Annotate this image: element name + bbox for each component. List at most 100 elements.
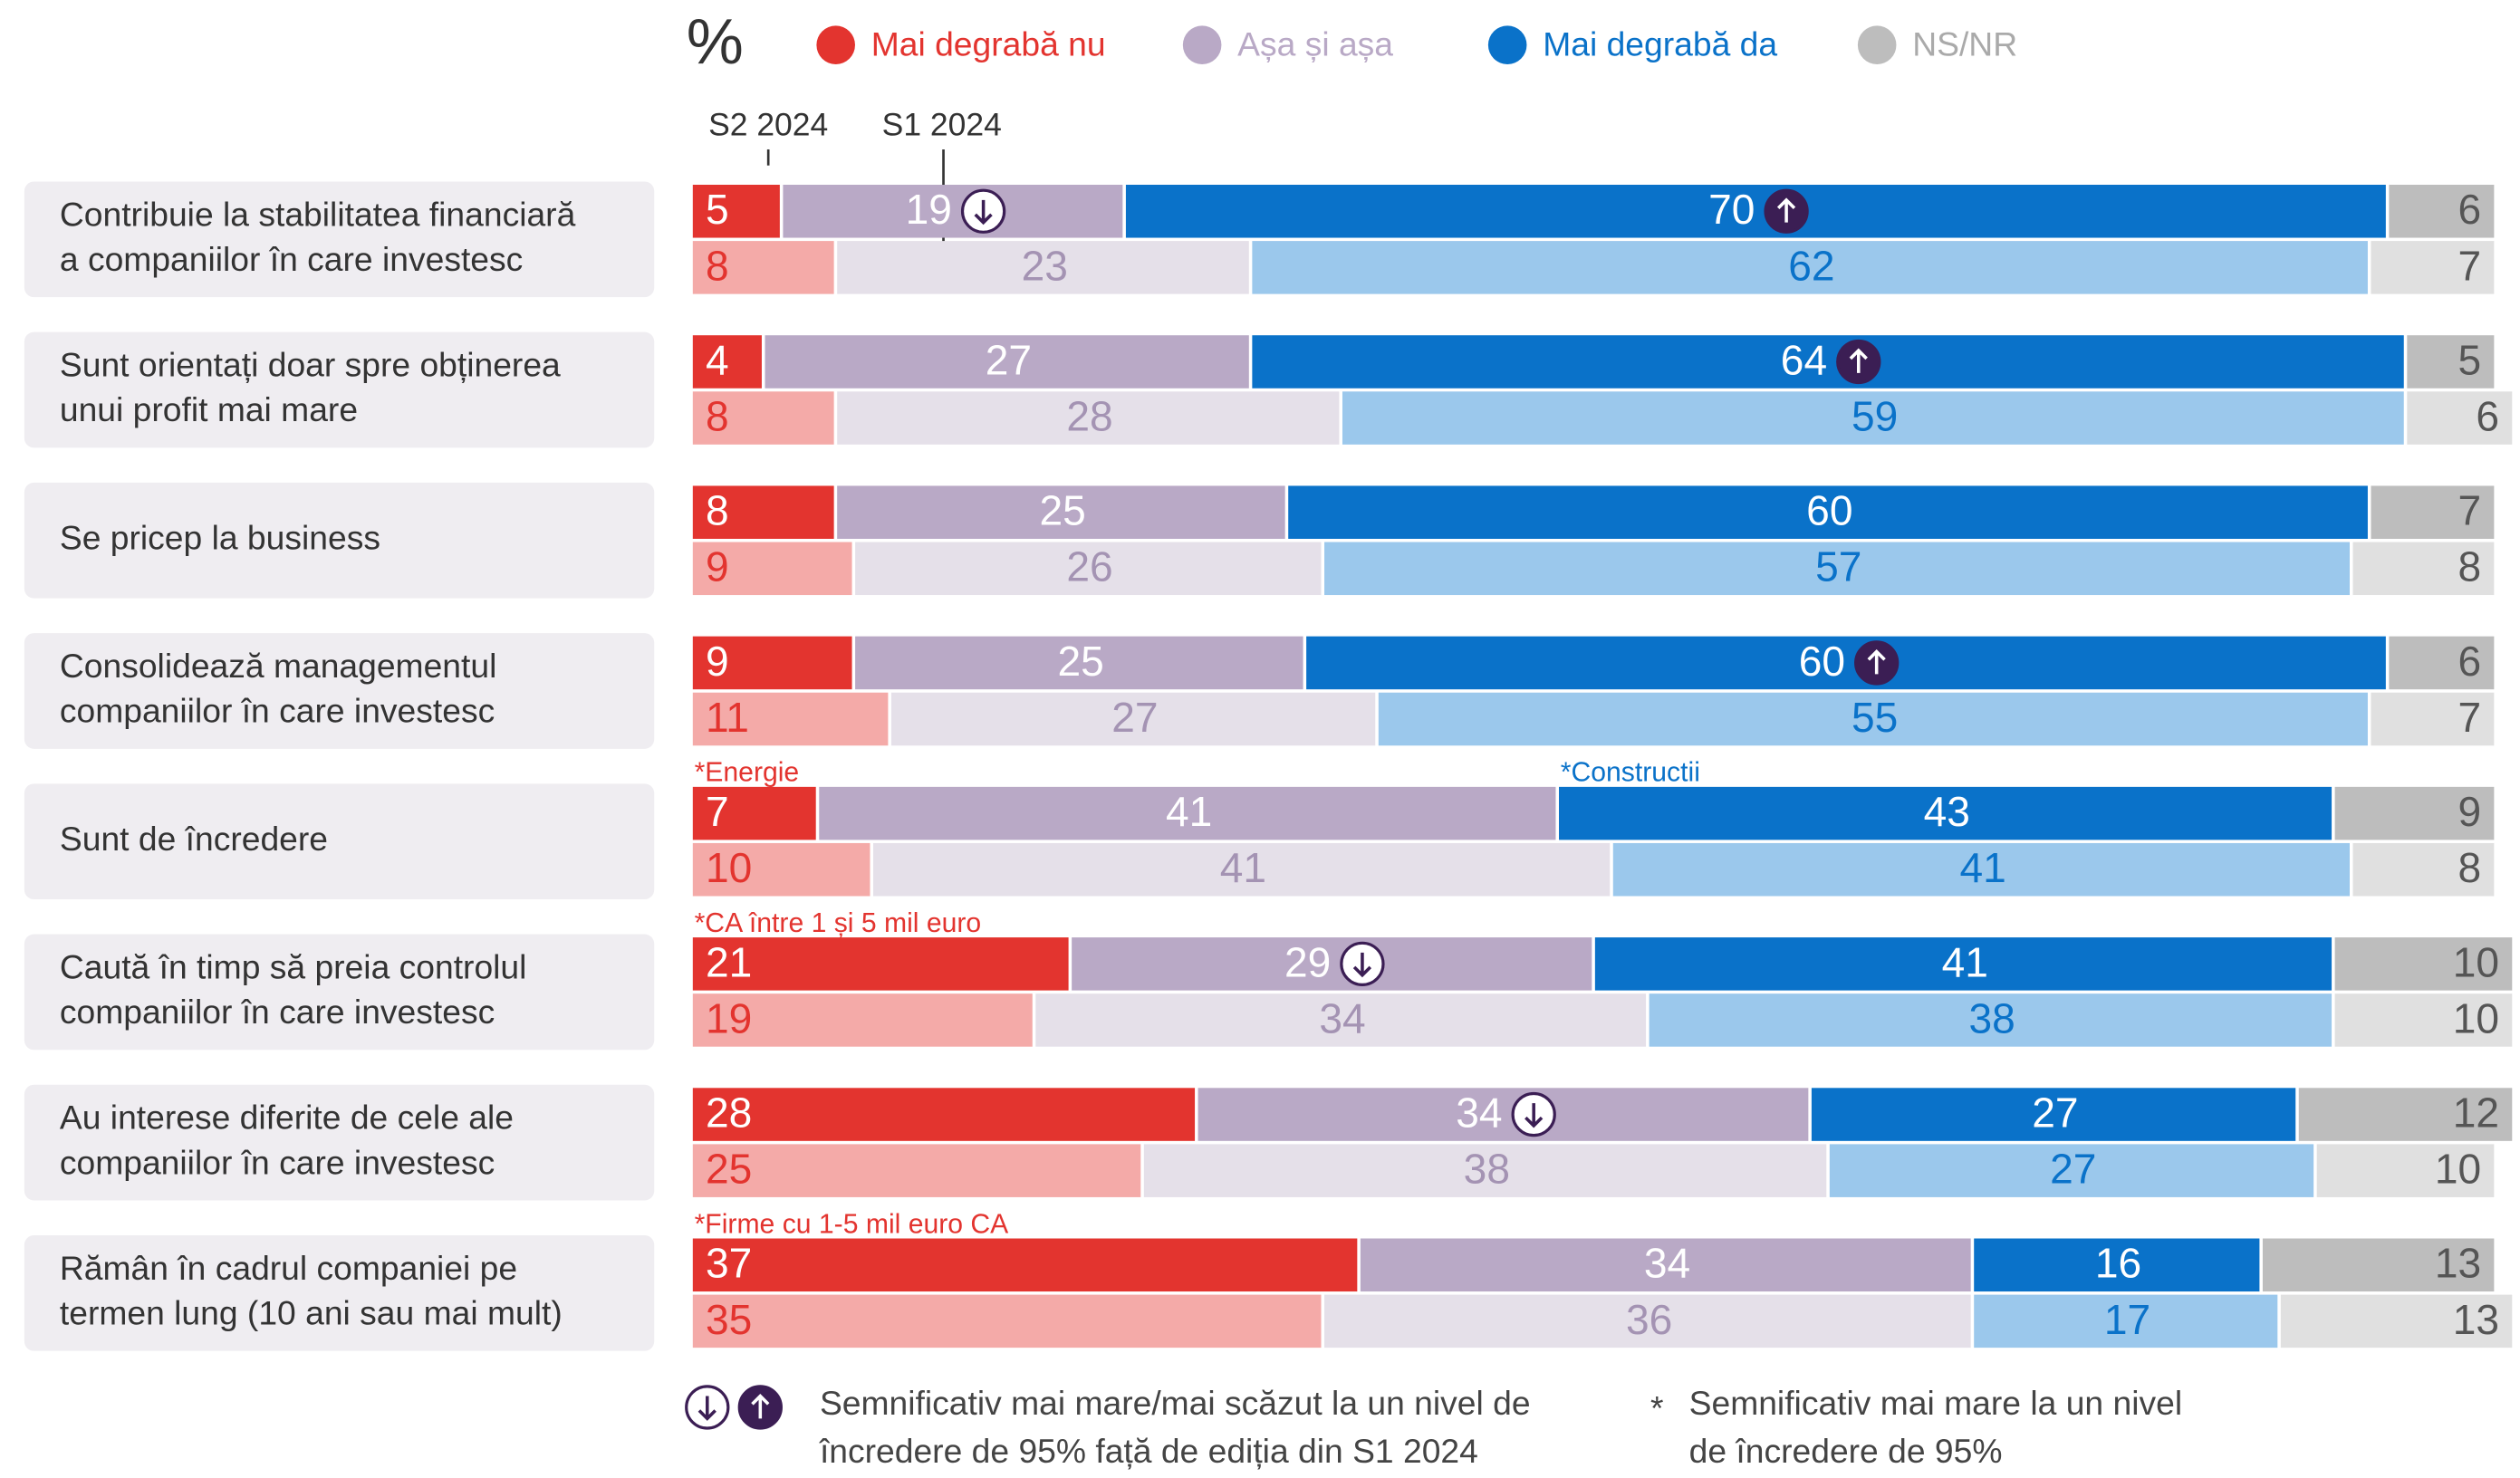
bar-segment <box>2389 185 2495 238</box>
bar-segment <box>692 937 1069 991</box>
bar-segment <box>1324 1294 1971 1348</box>
value-label: 10 <box>2453 938 2499 985</box>
category-box <box>24 482 655 599</box>
value-label: 6 <box>2458 638 2482 685</box>
value-label: 27 <box>986 336 1032 383</box>
significance-arrow <box>751 1394 770 1419</box>
annotation: *Constructii <box>1561 758 1700 788</box>
category-label: companiilor în care investesc <box>60 993 495 1031</box>
value-label: 9 <box>2458 788 2482 835</box>
value-label: 27 <box>2032 1089 2078 1137</box>
bar-segment <box>855 636 1303 690</box>
value-label: 6 <box>2458 186 2482 233</box>
footnote: Semnificativ mai mare la un nivel <box>1689 1384 2182 1422</box>
value-label: 64 <box>1781 336 1827 383</box>
value-label: 55 <box>1852 694 1898 741</box>
category-label: Caută în timp să preia controlul <box>60 947 527 985</box>
value-label: 35 <box>706 1296 752 1343</box>
bar-segment <box>692 1088 1196 1141</box>
significance-arrow <box>697 1396 717 1421</box>
bar-segment <box>1811 1088 2296 1141</box>
significance-arrow <box>1525 1103 1544 1128</box>
bar-segment <box>692 185 780 238</box>
bar-segment <box>692 786 816 840</box>
annotation: *CA între 1 și 5 mil euro <box>695 908 982 938</box>
category-label: companiilor în care investesc <box>60 692 495 730</box>
bar-segment <box>1974 1238 2260 1292</box>
value-label: 7 <box>2458 242 2482 289</box>
value-label: 59 <box>1852 393 1898 440</box>
bar-segment <box>692 335 762 389</box>
footnote-symbol: * <box>1650 1388 1664 1426</box>
significance-arrow <box>1352 952 1372 978</box>
category-box <box>24 1234 655 1351</box>
bar-segment <box>1252 241 2368 294</box>
bar-segment <box>692 842 870 897</box>
bar-segment <box>2371 692 2495 746</box>
value-label: 60 <box>1799 638 1845 685</box>
value-label: 7 <box>706 788 729 835</box>
value-label: 41 <box>1220 844 1266 891</box>
value-label: 43 <box>1924 788 1970 835</box>
value-label: 37 <box>706 1240 752 1287</box>
value-label: 8 <box>706 393 729 440</box>
value-label: 36 <box>1626 1296 1672 1343</box>
category-box <box>24 1084 655 1201</box>
bar-segment <box>1360 1238 1971 1292</box>
bar-segment <box>692 391 834 445</box>
footnote: încredere de 95% față de ediția din S1 2… <box>819 1432 1478 1470</box>
category-label: termen lung (10 ani sau mai mult) <box>60 1294 563 1332</box>
bar-segment <box>2352 842 2495 897</box>
category-label: Consolidează managementul <box>60 647 496 685</box>
category-box <box>24 783 655 900</box>
value-label: 4 <box>706 336 729 383</box>
value-label: 38 <box>1464 1146 1510 1193</box>
value-label: 70 <box>1708 186 1755 233</box>
bar-segment <box>837 391 1340 445</box>
value-label: 6 <box>2476 393 2499 440</box>
value-label: 21 <box>706 938 752 985</box>
value-label: 28 <box>706 1089 752 1137</box>
value-label: 13 <box>2435 1240 2481 1287</box>
bar-segment <box>692 636 852 690</box>
legend-swatch <box>1487 25 1527 64</box>
bar-segment <box>692 1294 1322 1348</box>
significance-arrow <box>1867 648 1886 675</box>
bar-segment <box>692 485 834 539</box>
bar-segment <box>1306 636 2386 690</box>
bar-segment <box>765 335 1249 389</box>
bar-segment <box>1197 1088 1809 1141</box>
legend-swatch <box>1857 25 1897 64</box>
value-label: 34 <box>1319 994 1365 1041</box>
value-label: 25 <box>706 1146 752 1193</box>
category-box <box>24 633 655 749</box>
category-label: Sunt orientați doar spre obținerea <box>60 346 561 384</box>
bar-segment <box>1072 937 1592 991</box>
period-label: S1 2024 <box>882 107 1002 143</box>
value-label: 41 <box>1166 788 1212 835</box>
significance-arrow <box>974 199 993 226</box>
bar-segment <box>1125 185 2386 238</box>
legend-label: Mai degrabă nu <box>871 24 1106 62</box>
significance-arrow <box>1776 197 1796 223</box>
value-label: 25 <box>1057 638 1103 685</box>
bar-segment <box>2334 786 2495 840</box>
legend-swatch <box>1182 25 1222 64</box>
period-label: S2 2024 <box>708 107 828 143</box>
bar-segment <box>2407 335 2495 389</box>
bar-segment <box>1288 485 2368 539</box>
value-label: 27 <box>1111 694 1158 741</box>
bar-segment <box>2280 1294 2513 1348</box>
annotation: *Firme cu 1-5 mil euro CA <box>695 1209 1010 1239</box>
bar-segment <box>837 241 1249 294</box>
bar-segment <box>692 241 834 294</box>
bar-segment <box>692 692 889 746</box>
category-label: Contribuie la stabilitatea financiară <box>60 195 576 233</box>
value-label: 5 <box>2458 336 2482 383</box>
value-label: 11 <box>706 694 749 741</box>
value-label: 34 <box>1456 1089 1502 1137</box>
value-label: 7 <box>2458 694 2482 741</box>
value-label: 8 <box>706 487 729 534</box>
category-label: Au interese diferite de cele ale <box>60 1099 514 1137</box>
